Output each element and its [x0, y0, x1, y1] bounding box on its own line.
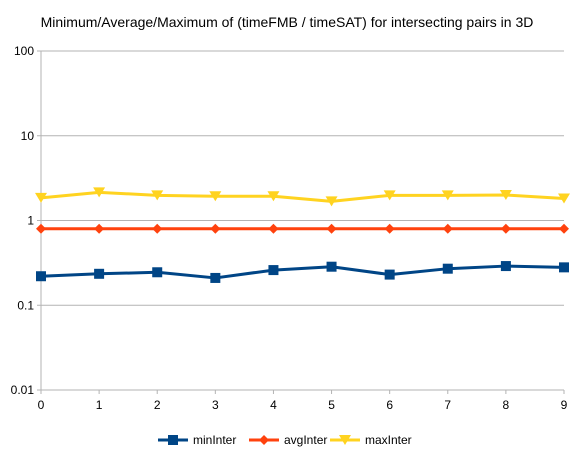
legend-item-maxInter: maxInter	[330, 433, 412, 447]
data-point-maxInter	[151, 190, 164, 201]
data-point-avgInter	[384, 223, 395, 234]
series-line-minInter	[40, 264, 565, 280]
data-point-avgInter	[326, 223, 337, 234]
data-point-minInter	[36, 271, 46, 282]
data-point-avgInter	[210, 223, 221, 234]
x-tick-label: 4	[270, 398, 277, 412]
data-point-minInter	[384, 269, 395, 280]
x-tick-label: 3	[212, 398, 219, 412]
data-point-avgInter	[152, 223, 163, 234]
x-tick-labels: 0 1 2 3 4 5 6 7 8 9	[38, 398, 568, 412]
x-tick-label: 1	[96, 398, 103, 412]
legend-label-maxInter: maxInter	[365, 433, 412, 447]
grid	[41, 50, 564, 391]
y-tick-labels: 0.01 0.1 1 10 100	[11, 44, 35, 397]
series-minInter	[36, 261, 569, 283]
data-point-avgInter	[442, 223, 453, 234]
legend-label-avgInter: avgInter	[284, 433, 327, 447]
data-point-maxInter	[499, 189, 512, 200]
axes	[37, 50, 565, 394]
legend-item-minInter: minInter	[158, 433, 236, 447]
data-point-maxInter	[267, 191, 280, 202]
data-point-minInter	[94, 268, 105, 279]
legend-marker-maxInter	[339, 435, 351, 445]
x-tick-label: 9	[561, 398, 568, 412]
data-point-avgInter	[559, 223, 569, 234]
data-point-maxInter	[209, 191, 222, 202]
x-tick-label: 7	[444, 398, 451, 412]
y-tick-label: 10	[21, 129, 35, 143]
data-point-minInter	[326, 261, 337, 272]
x-tick-label: 8	[503, 398, 510, 412]
data-point-avgInter	[94, 223, 105, 234]
data-point-maxInter	[35, 192, 47, 203]
series-avgInter	[36, 223, 569, 234]
data-point-minInter	[559, 262, 569, 273]
data-point-maxInter	[383, 190, 396, 201]
data-point-maxInter	[325, 196, 338, 207]
y-tick-label: 0.01	[11, 383, 35, 397]
data-point-avgInter	[500, 223, 511, 234]
chart-title: Minimum/Average/Maximum of (timeFMB / ti…	[41, 14, 534, 30]
data-point-minInter	[500, 261, 511, 272]
x-tick-label: 0	[38, 398, 45, 412]
legend-item-avgInter: avgInter	[249, 433, 327, 447]
legend-marker-avgInter	[259, 435, 269, 445]
y-tick-label: 1	[27, 214, 34, 228]
data-point-avgInter	[268, 223, 279, 234]
legend-marker-minInter	[168, 435, 178, 445]
data-point-maxInter	[93, 187, 106, 198]
data-point-maxInter	[558, 193, 570, 204]
legend: minInter avgInter maxInter	[158, 433, 412, 447]
data-point-avgInter	[36, 223, 46, 234]
series-group	[35, 187, 570, 283]
series-line-maxInter	[40, 190, 565, 203]
x-tick-label: 5	[328, 398, 335, 412]
y-tick-label: 100	[14, 44, 34, 58]
x-tick-label: 2	[154, 398, 161, 412]
legend-label-minInter: minInter	[193, 433, 236, 447]
series-maxInter	[35, 187, 570, 207]
y-tick-label: 0.1	[17, 298, 34, 312]
data-point-minInter	[152, 267, 163, 278]
data-point-minInter	[268, 265, 279, 276]
data-point-minInter	[442, 263, 453, 274]
data-point-maxInter	[441, 190, 454, 201]
data-point-minInter	[210, 272, 221, 283]
x-tick-label: 6	[386, 398, 393, 412]
